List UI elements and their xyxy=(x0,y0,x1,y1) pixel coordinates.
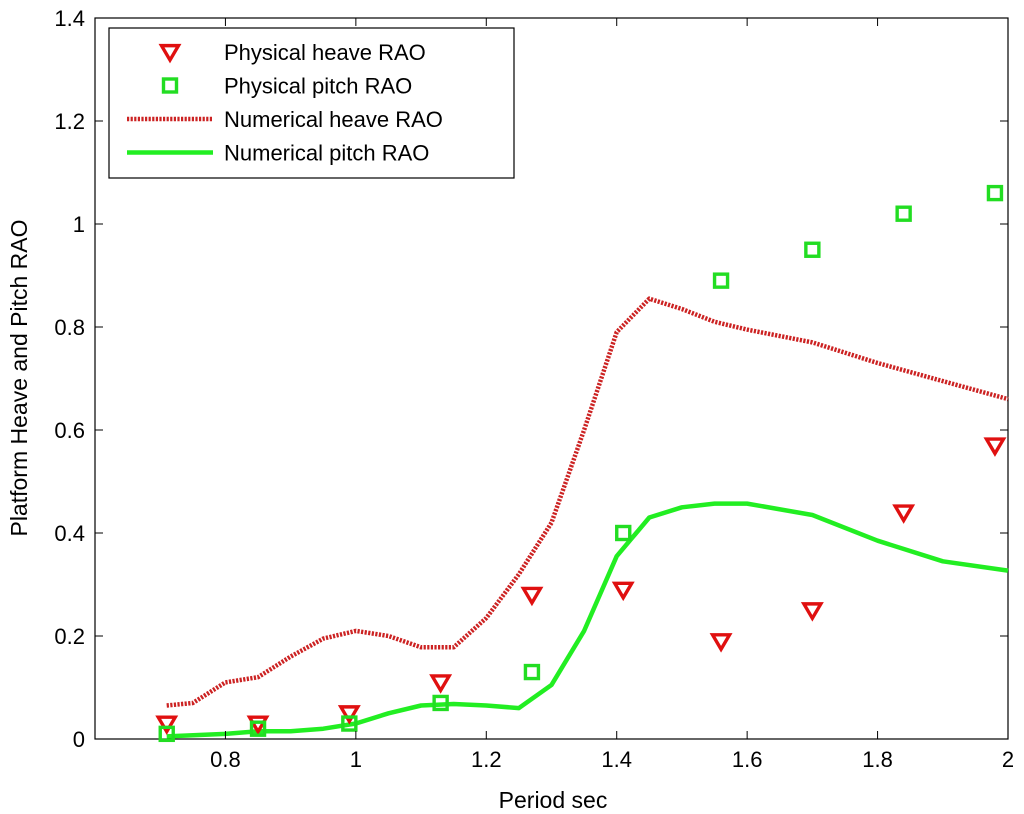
physical-heave-rao-point xyxy=(246,715,270,735)
physical-heave-rao-point xyxy=(983,437,1007,457)
physical-heave-rao-point xyxy=(429,674,453,694)
physical-pitch-rao-point xyxy=(712,272,730,289)
x-tick-label: 1.2 xyxy=(471,747,502,772)
x-tick-label: 0.8 xyxy=(210,747,241,772)
physical-pitch-rao-point xyxy=(158,725,175,743)
physical-heave-rao-point xyxy=(611,581,635,602)
plot-border xyxy=(94,17,1009,740)
x-tick-label: 1.4 xyxy=(601,747,632,772)
physical-pitch-rao-point xyxy=(432,694,449,712)
x-tick-label: 1.6 xyxy=(732,747,763,772)
x-tick-label: 1.8 xyxy=(862,747,893,772)
physical-pitch-rao-point xyxy=(341,715,358,732)
physical-heave-rao-point xyxy=(337,705,361,725)
physical-heave-rao-point xyxy=(892,504,916,524)
legend-box xyxy=(108,27,515,179)
legend-physical-pitch-rao-label: Physical pitch RAO xyxy=(224,74,412,99)
y-tick-label: 0.4 xyxy=(54,521,85,546)
legend-numerical-pitch-rao-label: Numerical pitch RAO xyxy=(224,141,429,166)
x-tick-label: 2 xyxy=(1002,747,1014,772)
legend-physical-heave-rao-label: Physical heave RAO xyxy=(224,40,426,65)
y-tick-label: 1.2 xyxy=(54,109,85,134)
physical-pitch-rao-point xyxy=(986,184,1004,202)
physical-heave-rao-point xyxy=(709,633,733,653)
physical-pitch-rao-point xyxy=(249,720,267,737)
physical-pitch-rao-point xyxy=(523,663,541,681)
physical-pitch-rao-point xyxy=(615,524,632,542)
legend-physical-pitch-rao-swatch xyxy=(161,77,179,94)
y-tick-label: 1.4 xyxy=(54,6,85,31)
legend-numerical-heave-rao-label: Numerical heave RAO xyxy=(224,107,443,132)
physical-heave-rao-point xyxy=(800,602,824,622)
x-axis-label: Period sec xyxy=(499,787,608,813)
numerical-pitch-rao-line xyxy=(166,501,1009,739)
numerical-heave-rao-line xyxy=(166,296,1009,708)
physical-pitch-rao-point xyxy=(895,205,912,222)
legend-physical-heave-rao-swatch xyxy=(158,43,182,64)
y-tick-label: 0.2 xyxy=(54,624,85,649)
series-layer xyxy=(155,184,1009,743)
y-tick-label: 1 xyxy=(73,212,85,237)
y-tick-label: 0 xyxy=(73,727,85,752)
y-axis-label: Platform Heave and Pitch RAO xyxy=(6,219,32,536)
y-tick-label: 0.6 xyxy=(54,418,85,443)
physical-heave-rao-point xyxy=(155,715,179,735)
y-tick-label: 0.8 xyxy=(54,315,85,340)
physical-pitch-rao-point xyxy=(804,241,821,258)
physical-heave-rao-point xyxy=(520,586,544,607)
plot-frame xyxy=(94,17,1009,740)
x-tick-label: 1 xyxy=(350,747,362,772)
legend: Physical heave RAO Physical pitch RAO Nume… xyxy=(108,27,515,179)
ticks-layer: 0.8 1 1.2 1.4 1.6 1.8 2 0 0.2 0.4 0.6 0.8 1 1.2 1.4 xyxy=(54,6,1014,772)
